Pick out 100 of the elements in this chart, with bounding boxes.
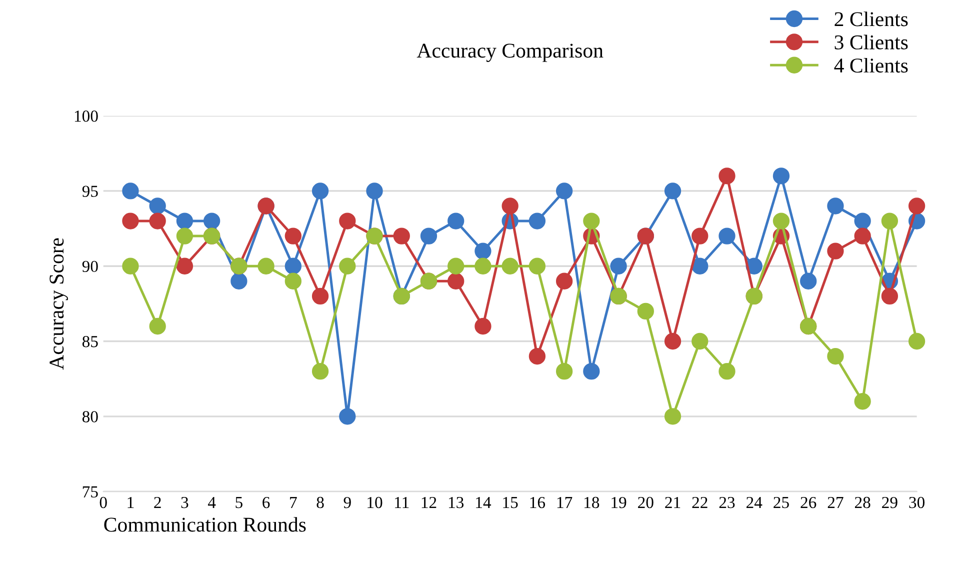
x-tick-label: 14 [476,496,492,508]
point [908,332,926,350]
point [772,212,790,230]
x-tick-label: 8 [316,496,324,508]
x-tick-label: 6 [262,496,270,508]
x-tick-label: 1 [128,496,134,508]
point [284,258,302,274]
point [692,228,708,244]
point [772,168,790,184]
point [284,272,302,290]
point [528,348,546,365]
x-tick-label: 10 [368,496,382,508]
y-tick-label: 90 [82,260,98,272]
point [420,228,438,244]
point [122,212,139,230]
point [366,182,383,200]
point [448,258,464,274]
x-tick-label: 5 [236,497,242,508]
point [718,362,736,380]
point [637,302,654,320]
x-tick-label: 22 [692,496,708,508]
point [854,212,871,230]
x-tick-label: 21 [665,496,680,508]
point [827,198,844,214]
point [448,272,464,290]
y-tick-label: 75 [82,486,98,498]
y-tick-label: 80 [82,411,98,422]
x-axis-title: Communication Rounds [104,517,306,532]
point [448,212,464,230]
legend-label: 2 Clients [834,12,908,26]
x-tick-label: 24 [746,496,762,508]
point [312,288,329,305]
point [474,242,492,260]
point [502,198,518,214]
point [908,198,926,214]
point [393,228,410,244]
point [339,408,356,425]
x-tick-label: 30 [909,496,925,508]
point [339,258,356,274]
point [718,228,736,244]
point [176,258,194,274]
y-tick-label: 100 [74,110,98,122]
point [502,258,518,274]
chart-title: Accuracy Comparison [416,44,604,62]
x-tick-label: 17 [557,496,572,508]
point [149,212,166,230]
x-tick-label: 19 [612,496,626,508]
point [854,393,871,410]
point [718,168,736,184]
point [176,228,194,244]
point [692,258,708,274]
point [664,408,682,425]
x-tick-label: 18 [584,496,600,508]
x-tick-label: 15 [503,496,518,508]
point [556,272,573,290]
point [881,288,898,305]
point [284,228,302,244]
legend-label: 4 Clients [834,58,908,73]
point [854,228,871,244]
point [176,212,194,230]
y-tick-label: 85 [82,336,98,348]
point [800,272,817,290]
x-tick-label: 27 [828,496,844,508]
point [583,362,600,380]
point [203,212,220,230]
legend-label: 3 Clients [834,34,908,50]
point [339,212,356,230]
x-tick-label: 0 [100,496,107,508]
point [474,318,492,335]
point [881,212,898,230]
point [827,348,844,365]
x-tick-label: 9 [344,496,351,508]
x-tick-label: 7 [290,497,297,508]
x-tick-label: 23 [719,496,735,508]
x-tick-label: 4 [208,497,216,508]
point [664,182,682,200]
point [474,258,492,274]
x-tick-label: 11 [395,496,409,508]
x-tick-label: 12 [422,496,436,508]
point [312,182,329,200]
point [230,272,248,290]
x-tick-label: 2 [154,496,161,508]
x-tick-label: 28 [854,496,870,508]
point [528,258,546,274]
x-tick-label: 29 [882,496,898,508]
x-tick-label: 20 [638,496,654,508]
point [610,258,627,274]
point [122,182,139,200]
point [258,258,274,274]
x-tick-label: 13 [448,496,464,508]
x-tick-label: 3 [181,496,188,508]
point [149,318,166,335]
point [149,198,166,214]
point [122,258,139,274]
point [583,212,600,230]
x-tick-label: 25 [774,496,789,508]
point [528,212,546,230]
point [556,362,573,380]
y-tick-label: 95 [82,186,98,197]
x-tick-label: 16 [530,496,546,508]
